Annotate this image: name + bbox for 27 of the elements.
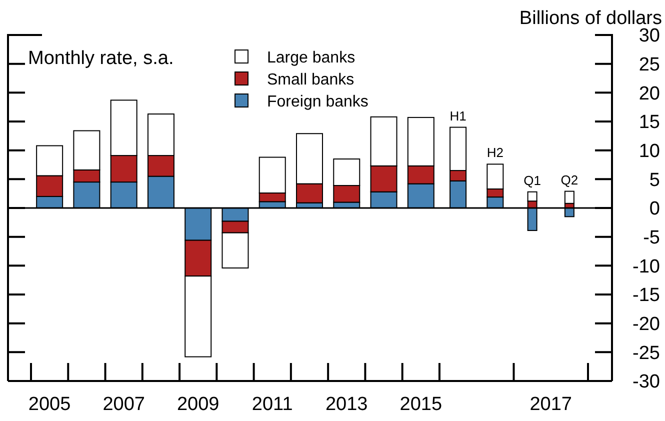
- y-tick-label: 15: [638, 112, 660, 134]
- y-tick-label: -30: [632, 372, 660, 393]
- y-tick-label: 20: [638, 83, 660, 104]
- annotation: Q2: [560, 172, 578, 188]
- annotation: H2: [486, 145, 504, 160]
- y-tick-label: -20: [632, 314, 660, 335]
- x-tick-label: 2013: [325, 394, 368, 415]
- y-tick-label: -15: [632, 285, 660, 306]
- x-tick-label: 2011: [252, 394, 293, 415]
- annotation: Monthly rate, s.a.: [28, 48, 174, 69]
- y-tick-label: 5: [649, 170, 660, 191]
- text: 2017: [530, 394, 572, 415]
- annotation: H1: [450, 108, 466, 124]
- y-tick-label: -25: [632, 342, 660, 364]
- legend-label: Small banks: [267, 72, 354, 89]
- x-tick-label: 2007: [102, 394, 145, 415]
- y-tick-label: -10: [632, 256, 660, 278]
- legend-label: Large banks: [267, 50, 356, 67]
- x-tick-label: 2009: [176, 394, 220, 415]
- x-tick-label: 2015: [400, 394, 442, 415]
- x-tick-label: 2005: [28, 394, 71, 415]
- y-tick-label: -5: [643, 227, 660, 248]
- legend-label: Foreign banks: [267, 94, 368, 111]
- annotation: Q1: [524, 172, 541, 188]
- y-tick-label: 25: [638, 54, 660, 76]
- y-tick-label: 0: [649, 198, 660, 220]
- y-tick-label: 10: [638, 140, 660, 162]
